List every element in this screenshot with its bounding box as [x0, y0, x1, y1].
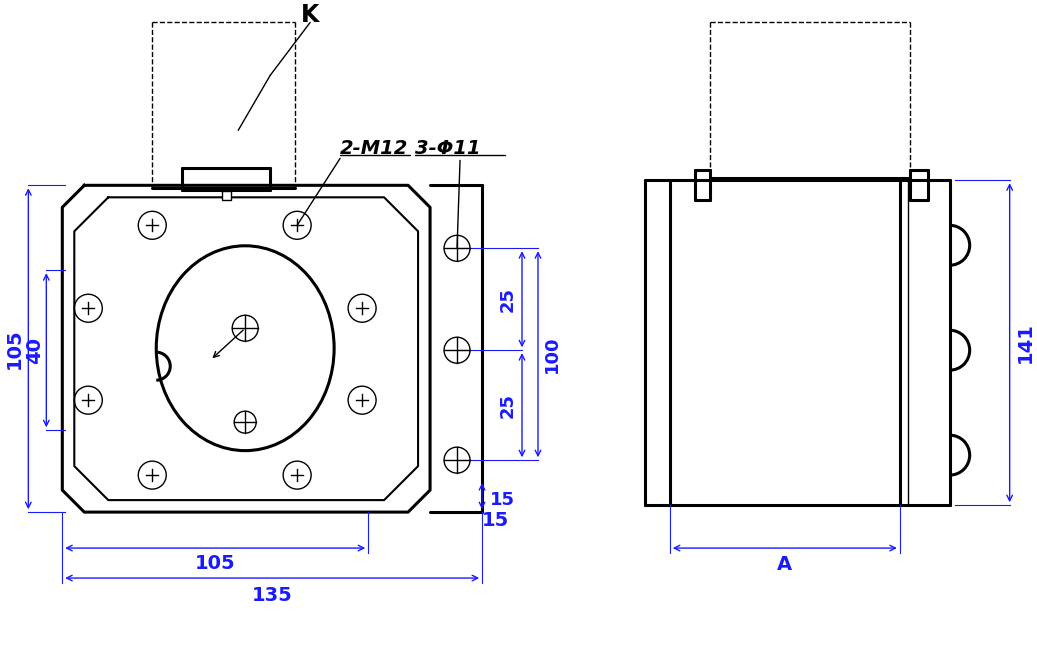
Text: 15: 15 [482, 511, 509, 530]
Text: 15: 15 [491, 491, 515, 509]
Text: 25: 25 [499, 286, 517, 312]
Bar [222, 191, 230, 200]
Text: 3-Φ11: 3-Φ11 [415, 139, 481, 158]
Text: 135: 135 [252, 585, 292, 604]
Text: 40: 40 [25, 337, 44, 364]
Text: A: A [778, 555, 792, 574]
Text: 141: 141 [1016, 322, 1035, 363]
Text: 2-M12: 2-M12 [340, 139, 409, 158]
Text: K: K [301, 3, 319, 27]
Text: 105: 105 [195, 553, 235, 572]
Text: 105: 105 [5, 328, 24, 368]
Text: 100: 100 [543, 336, 561, 373]
Text: 25: 25 [499, 392, 517, 418]
